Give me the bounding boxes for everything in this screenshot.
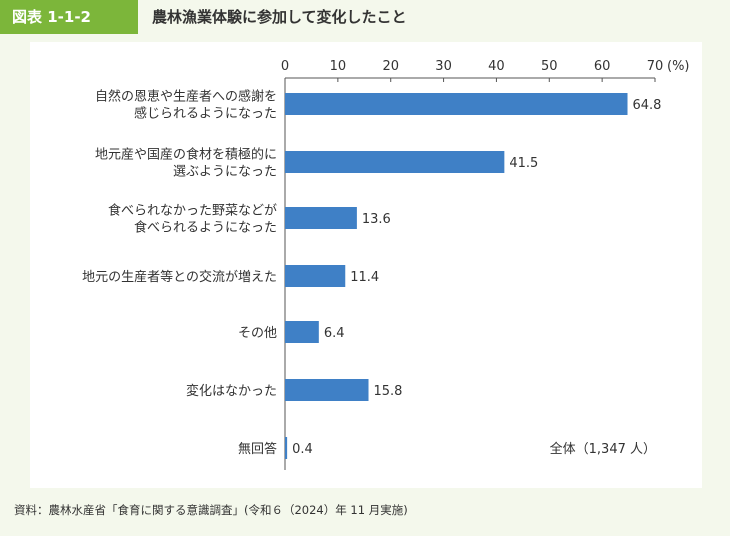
x-unit-label: (%): [667, 59, 690, 74]
x-tick-label: 10: [330, 59, 347, 74]
x-tick-label: 70: [647, 59, 664, 74]
bar: [285, 437, 288, 459]
x-tick-label: 40: [488, 59, 505, 74]
category-label: 自然の恩恵や生産者への感謝を: [95, 89, 277, 105]
bar-value-label: 41.5: [509, 156, 538, 171]
bar-value-label: 64.8: [633, 98, 662, 113]
bar: [285, 93, 628, 115]
bar: [285, 207, 357, 229]
bar: [285, 321, 319, 343]
category-label: その他: [238, 326, 277, 341]
source-note: 資料：農林水産省「食育に関する意識調査」(令和６（2024）年 11 月実施): [14, 503, 408, 517]
chart-panel: 0 10 20 30 40 50 60 70 (%) 64.8 自然の恩恵や生産者への感謝を 感じられ…: [30, 42, 702, 488]
bar-value-label: 11.4: [350, 270, 379, 285]
figure-header: 図表 1-1-2 農林漁業体験に参加して変化したこと: [0, 0, 730, 36]
category-label: 地元産や国産の食材を積極的に: [95, 147, 277, 163]
bar-value-label: 15.8: [374, 384, 403, 399]
sample-size-annotation: 全体（1,347 人）: [550, 441, 656, 457]
category-label: 変化はなかった: [186, 383, 277, 399]
bar: [285, 265, 346, 287]
category-label: 無回答: [238, 441, 277, 457]
category-label: 地元の生産者等との交流が増えた: [82, 269, 277, 285]
x-tick-label: 50: [541, 59, 558, 74]
x-tick-label: 60: [594, 59, 611, 74]
category-label: 食べられなかった野菜などが: [108, 203, 277, 219]
bar: [285, 151, 505, 173]
x-tick-label: 20: [382, 59, 399, 74]
category-label: 食べられるようになった: [134, 220, 277, 236]
figure-title: 農林漁業体験に参加して変化したこと: [152, 8, 407, 26]
bar-value-label: 0.4: [292, 442, 313, 457]
category-label: 感じられるようになった: [134, 106, 277, 122]
bar: [285, 379, 369, 401]
bar-value-label: 13.6: [362, 212, 391, 227]
category-label: 選ぶようになった: [173, 165, 277, 180]
figure-label: 図表 1-1-2: [0, 0, 138, 34]
x-tick-label: 0: [281, 59, 289, 74]
bar-value-label: 6.4: [324, 326, 345, 341]
bar-chart: 0 10 20 30 40 50 60 70 (%) 64.8 自然の恩恵や生産者への感謝を感じられ…: [82, 59, 690, 470]
x-tick-label: 30: [435, 59, 452, 74]
